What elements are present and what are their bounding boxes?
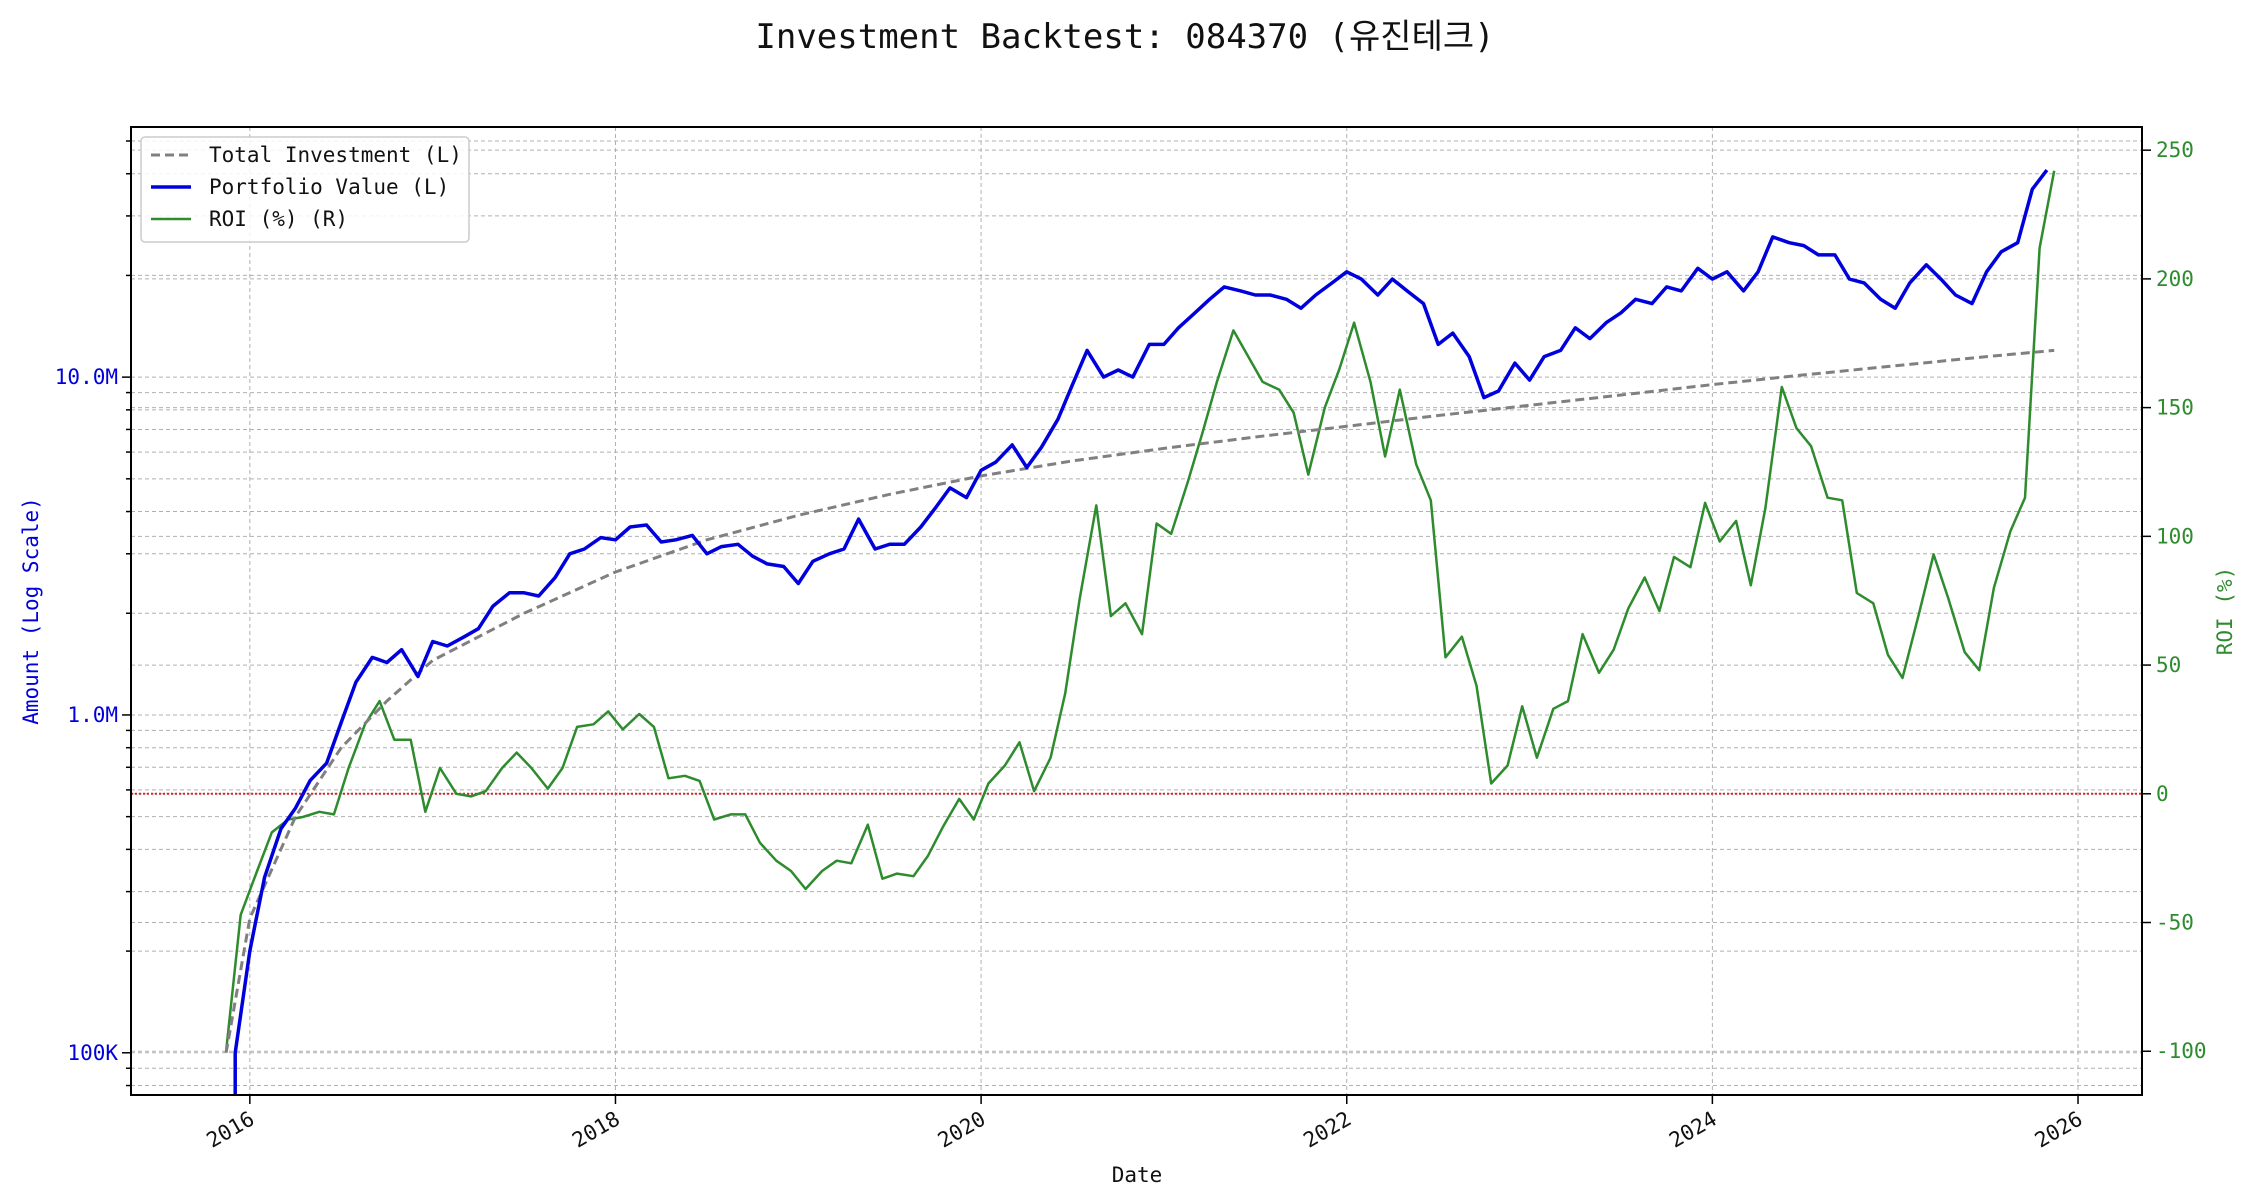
x-tick-label: 2018 [568, 1107, 624, 1153]
x-tick-label: 2020 [934, 1107, 990, 1153]
x-tick-label: 2024 [1665, 1107, 1721, 1153]
x-tick-label: 2022 [1299, 1107, 1355, 1153]
x-tick-label: 2026 [2031, 1107, 2087, 1153]
legend-label-portfolio: Portfolio Value (L) [209, 175, 449, 199]
right-tick-label: 100 [2156, 524, 2194, 548]
roi-series-line [224, 170, 2056, 1052]
right-axis-ticks: -100 -50 0 50 100 150 200 250 [2142, 138, 2207, 1063]
x-axis-ticks: 2016 2018 2020 2022 2024 2026 [203, 1095, 2087, 1153]
left-axis-ticks: 100K 1.0M 10.0M [55, 365, 119, 1065]
portfolio-series-line [233, 169, 2049, 1095]
grid-lines [122, 127, 2142, 1095]
right-tick-label: 50 [2156, 653, 2181, 677]
x-tick-label: 2016 [203, 1107, 259, 1153]
total_investment-series-line [224, 348, 2055, 1054]
legend-box [140, 136, 470, 243]
plot-frame [130, 126, 2143, 1096]
series-lines [224, 169, 2056, 1095]
left-tick-label: 10.0M [55, 365, 118, 389]
left-tick-label: 100K [67, 1041, 118, 1065]
left-tick-label: 1.0M [67, 703, 118, 727]
x-axis-label: Date [1112, 1163, 1163, 1187]
legend-label-total_investment: Total Investment (L) [209, 143, 462, 167]
right-axis-label: ROI (%) [2213, 567, 2237, 656]
right-tick-label: 150 [2156, 396, 2194, 420]
legend-label-roi: ROI (%) (R) [209, 207, 348, 231]
right-tick-label: 200 [2156, 267, 2194, 291]
left-axis-label: Amount (Log Scale) [19, 497, 43, 725]
legend: Total Investment (L) Portfolio Value (L) R… [140, 136, 470, 243]
right-tick-label: 0 [2156, 782, 2169, 806]
right-tick-label: -50 [2156, 911, 2194, 935]
right-tick-label: 250 [2156, 138, 2194, 162]
right-tick-label: -100 [2156, 1039, 2207, 1063]
chart-title: Investment Backtest: 084370 (유진테크) [755, 17, 1494, 57]
